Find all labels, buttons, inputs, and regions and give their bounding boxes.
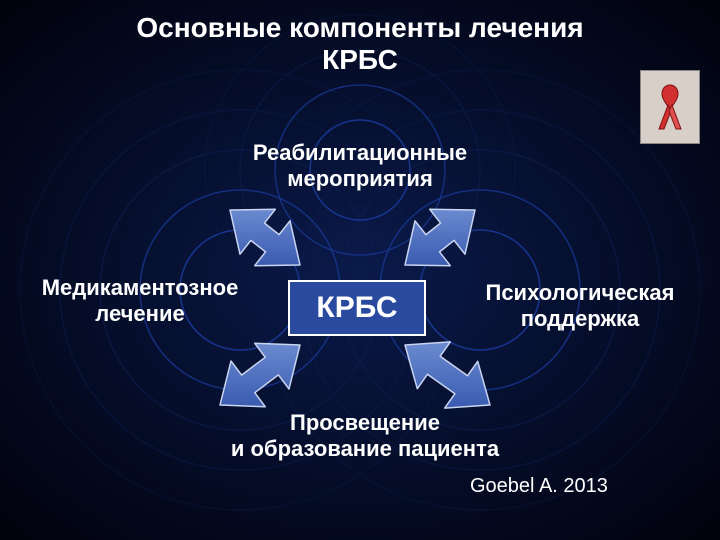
ribbon-badge bbox=[640, 70, 700, 144]
node-top: Реабилитационныемероприятия bbox=[230, 140, 490, 192]
center-box-label: КРБС bbox=[316, 291, 397, 325]
slide-title: Основные компоненты леченияКРБС bbox=[0, 12, 720, 76]
node-bottom: Просвещениеи образование пациента bbox=[200, 410, 530, 462]
center-box: КРБС bbox=[288, 280, 426, 336]
slide: Основные компоненты леченияКРБС КРБС Реа… bbox=[0, 0, 720, 540]
ribbon-icon bbox=[655, 83, 685, 131]
citation: Goebel A. 2013 bbox=[470, 475, 608, 498]
node-right: Психологическаяподдержка bbox=[460, 280, 700, 332]
node-left: Медикаментозноелечение bbox=[20, 275, 260, 327]
